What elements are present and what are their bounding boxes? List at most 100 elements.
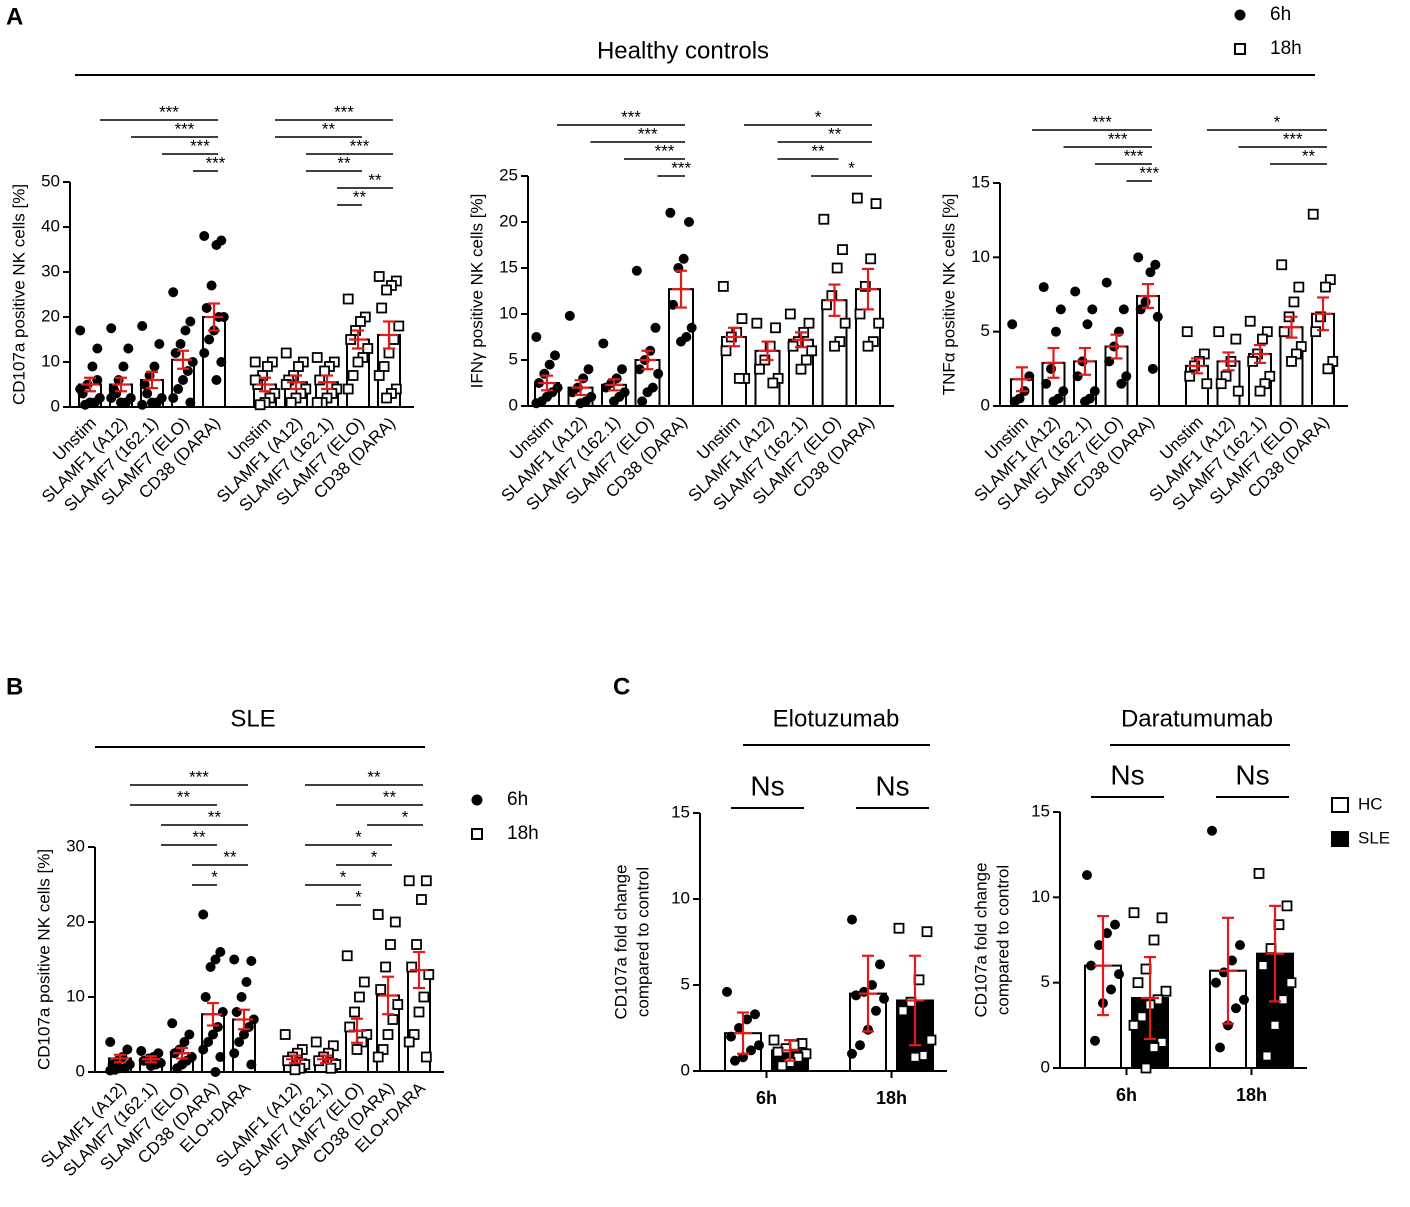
data-point	[921, 926, 933, 938]
data-point	[246, 956, 257, 966]
significance-label: ***	[159, 102, 179, 121]
y-axis-label: CD107a positive NK cells [%]	[34, 849, 53, 1070]
data-point	[420, 1051, 432, 1063]
data-point	[75, 384, 86, 394]
data-point	[726, 1031, 736, 1042]
data-point	[770, 322, 781, 334]
data-point	[380, 961, 391, 973]
data-point	[311, 397, 323, 408]
data-point	[768, 1034, 780, 1046]
data-point	[1128, 1019, 1140, 1031]
data-point	[342, 293, 354, 305]
data-point	[241, 977, 252, 987]
legend-label: SLE	[1358, 828, 1390, 847]
data-point	[1257, 960, 1269, 971]
data-point	[879, 993, 889, 1004]
data-point	[1082, 319, 1093, 330]
legend-label: 6h	[1270, 4, 1291, 25]
data-point	[236, 992, 247, 1002]
x-tick-label: 6h	[1116, 1085, 1137, 1105]
panel-title: SLE	[230, 705, 275, 732]
data-point	[1058, 386, 1069, 397]
data-point	[388, 334, 400, 345]
data-point	[389, 916, 401, 928]
data-point	[403, 875, 415, 887]
y-axis-label: compared to control	[633, 867, 652, 1017]
data-point	[211, 240, 222, 250]
data-point	[87, 361, 98, 372]
y-axis-label: TNFα positive NK cells [%]	[939, 194, 958, 396]
data-point	[175, 339, 186, 349]
data-point	[854, 308, 866, 320]
data-point	[310, 1036, 322, 1048]
data-point	[1147, 363, 1158, 374]
data-point	[211, 375, 222, 385]
error-bar	[317, 1054, 335, 1065]
data-point	[1150, 259, 1161, 270]
data-point	[1247, 355, 1259, 367]
significance-label: ***	[350, 136, 370, 155]
significance-label: Ns	[875, 770, 909, 801]
error-bar	[1251, 343, 1269, 364]
data-point	[105, 1037, 116, 1047]
data-point	[1307, 208, 1319, 220]
data-point	[865, 253, 877, 265]
significance-label: ***	[190, 136, 210, 155]
data-point	[1207, 825, 1217, 836]
data-point	[678, 253, 689, 264]
data-point	[1315, 311, 1326, 323]
data-point	[179, 1037, 190, 1047]
x-tick-label: 18h	[876, 1088, 907, 1108]
data-point	[873, 317, 885, 329]
data-point	[385, 939, 396, 950]
significance-label: ***	[1124, 146, 1144, 165]
error-bar	[859, 954, 877, 1033]
data-point	[413, 1006, 425, 1018]
error-bar	[1282, 315, 1301, 339]
y-tick-label: 15	[499, 257, 518, 276]
error-bar	[1094, 915, 1112, 1017]
data-point	[1322, 363, 1334, 375]
significance-label: **	[337, 153, 351, 172]
data-point	[583, 364, 594, 375]
data-point	[137, 321, 148, 331]
y-axis-label: IFNγ positive NK cells [%]	[467, 194, 486, 389]
error-bar	[859, 267, 877, 311]
data-point	[784, 308, 796, 320]
data-point	[686, 322, 697, 333]
significance-label: **	[353, 187, 367, 206]
data-point	[381, 284, 392, 296]
legend-label: 18h	[507, 823, 539, 844]
significance-label: ***	[638, 124, 658, 143]
data-point	[750, 1009, 760, 1020]
data-point	[382, 1029, 394, 1040]
x-tick-label: 18h	[1236, 1085, 1267, 1105]
data-point	[341, 950, 353, 962]
data-point	[280, 379, 292, 390]
data-point	[279, 1029, 291, 1040]
significance-label: ***	[671, 158, 691, 177]
data-point	[215, 1052, 226, 1062]
data-point	[909, 1051, 921, 1063]
x-tick-label: 6h	[756, 1088, 777, 1108]
y-tick-label: 15	[1031, 801, 1050, 820]
y-tick-label: 0	[681, 1060, 690, 1079]
data-point	[1133, 252, 1144, 263]
chart-title: Daratumumab	[1121, 705, 1273, 732]
data-point	[208, 1029, 218, 1040]
significance-label: ***	[1108, 129, 1128, 148]
data-point	[198, 909, 209, 920]
y-tick-label: 20	[499, 211, 518, 230]
y-tick-label: 10	[671, 888, 690, 907]
data-point	[387, 1014, 399, 1025]
data-point	[154, 339, 165, 349]
data-point	[875, 959, 885, 970]
data-point	[1281, 900, 1293, 912]
y-tick-label: 10	[499, 303, 518, 322]
data-point	[403, 1036, 415, 1048]
error-bar	[1139, 282, 1157, 309]
significance-label: **	[367, 767, 381, 786]
data-point	[185, 316, 196, 327]
data-point	[754, 363, 765, 375]
data-point	[178, 375, 188, 385]
